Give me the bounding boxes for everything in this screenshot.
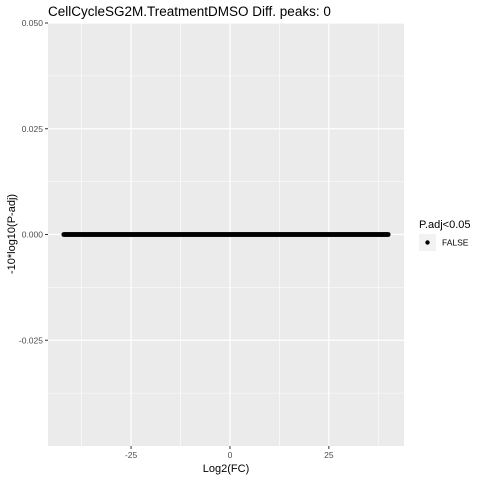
legend-title: P.adj<0.05 xyxy=(419,219,471,231)
legend-key-point xyxy=(425,240,430,245)
data-points xyxy=(61,232,391,237)
legend-label-false: FALSE xyxy=(442,238,469,248)
y-axis-ticks: -0.025 0.000 0.025 0.050 xyxy=(19,18,48,345)
y-tick-label: 0.025 xyxy=(22,124,44,134)
x-tick-label: 25 xyxy=(324,450,334,460)
y-tick-label: 0.050 xyxy=(22,18,44,28)
legend: P.adj<0.05 FALSE xyxy=(419,219,471,251)
y-tick-label: -0.025 xyxy=(19,335,43,345)
x-tick-label: 0 xyxy=(228,450,233,460)
y-axis-title: -10*log10(P-adj) xyxy=(6,194,18,274)
x-axis-title: Log2(FC) xyxy=(203,463,249,475)
chart-title: CellCycleSG2M.TreatmentDMSO Diff. peaks:… xyxy=(48,4,331,19)
x-axis-ticks: -25 0 25 xyxy=(125,446,334,460)
x-tick-label: -25 xyxy=(125,450,138,460)
y-tick-label: 0.000 xyxy=(22,230,44,240)
data-point xyxy=(385,232,391,237)
